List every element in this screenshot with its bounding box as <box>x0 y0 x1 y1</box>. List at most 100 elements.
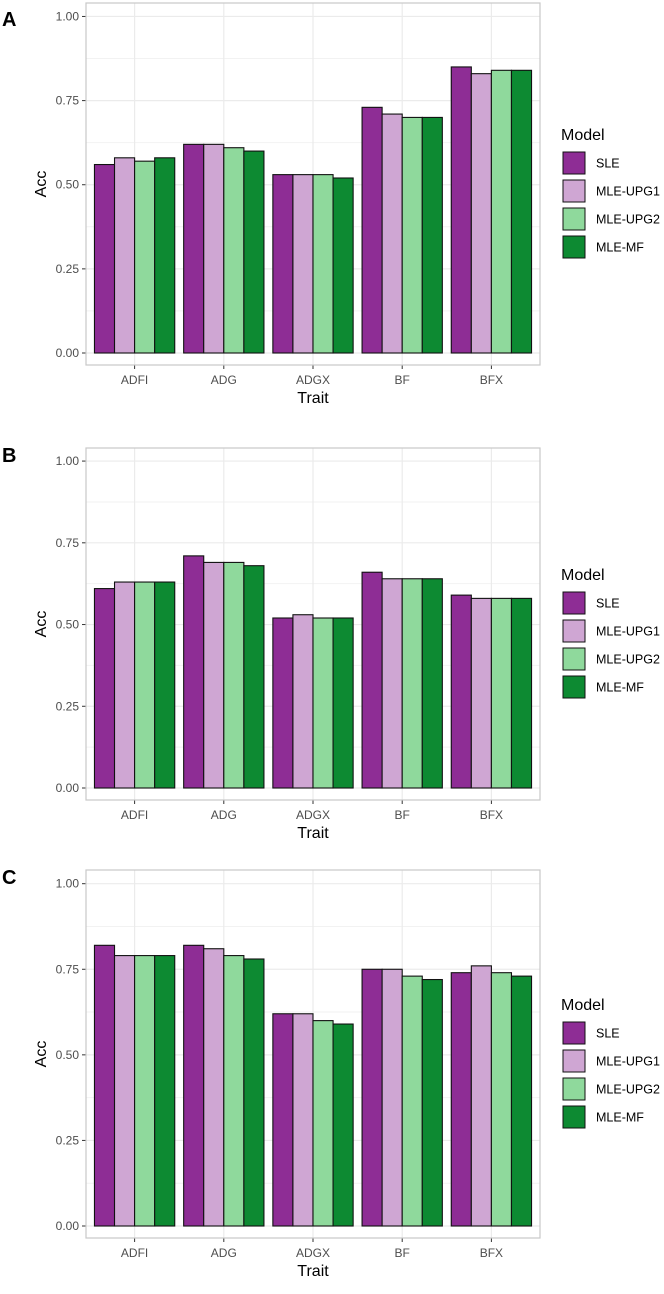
bar-sle-adfi <box>93 163 116 354</box>
bar-mle-upg2-bf <box>401 975 423 1227</box>
legend-label: SLE <box>596 1027 620 1041</box>
bar-mle-upg2-bf <box>401 116 423 354</box>
y-tick-label: 0.00 <box>56 1219 80 1233</box>
y-tick-label: 0.00 <box>56 781 80 795</box>
bar-mle-mf-adg <box>243 150 265 354</box>
legend-label: MLE-UPG1 <box>596 625 660 639</box>
bar-mle-upg1-adgx <box>292 174 314 354</box>
bar-mle-upg1-adfi <box>113 581 136 789</box>
bar-mle-mf-adgx <box>332 177 354 354</box>
y-tick-label: 0.25 <box>56 1133 80 1147</box>
bar-mle-upg1-bf <box>381 968 403 1227</box>
bar-mle-upg1-adgx <box>292 1013 314 1227</box>
y-tick-label: 0.00 <box>56 346 80 360</box>
legend-title: Model <box>561 567 605 584</box>
y-tick-label: 0.50 <box>56 178 80 192</box>
legend-key-mle-upg2 <box>562 207 586 231</box>
bar-mle-mf-bfx <box>510 975 533 1227</box>
legend-label: MLE-UPG1 <box>596 1055 660 1069</box>
x-tick-label: BFX <box>480 808 503 822</box>
bar-mle-upg2-adgx <box>312 617 334 789</box>
y-tick-label: 0.25 <box>56 699 80 713</box>
legend-key-sle <box>562 1021 586 1045</box>
legend-label: MLE-UPG2 <box>596 653 660 667</box>
bar-mle-mf-adg <box>243 565 265 789</box>
panel-border <box>85 447 541 801</box>
bar-mle-upg1-bfx <box>470 597 492 789</box>
legend-key-sle <box>562 151 586 175</box>
bar-mle-upg2-adgx <box>312 1020 334 1227</box>
chart-panel-c: C 0.00 0.25 0.50 0.75 1.00 ADFI ADG ADGX BF BFX Tra… <box>2 867 660 1280</box>
legend-label: SLE <box>596 157 620 171</box>
y-tick-label: 0.50 <box>56 618 80 632</box>
bar-mle-mf-bf <box>421 578 443 789</box>
legend: Model SLE MLE-UPG1 MLE-UPG2 MLE-MF <box>561 997 660 1129</box>
bar-mle-mf-adgx <box>332 1023 354 1227</box>
x-tick-label: ADG <box>211 808 237 822</box>
bar-mle-upg1-adfi <box>113 157 136 354</box>
x-tick-label: ADFI <box>121 808 148 822</box>
legend-label: MLE-UPG1 <box>596 185 660 199</box>
bar-mle-upg2-bf <box>401 578 423 789</box>
legend-label: MLE-MF <box>596 1111 644 1125</box>
bar-mle-upg2-bfx <box>490 69 513 354</box>
bar-mle-upg2-adg <box>223 561 245 789</box>
bar-mle-mf-adfi <box>154 581 176 789</box>
x-tick-label: BF <box>395 808 410 822</box>
bar-mle-upg1-adg <box>203 143 225 354</box>
bar-sle-bf <box>361 571 383 789</box>
x-tick-label: BF <box>395 1246 410 1260</box>
legend-key-mle-upg1 <box>562 1049 586 1073</box>
legend-title: Model <box>561 127 605 144</box>
y-tick-label: 0.75 <box>56 94 80 108</box>
bar-mle-upg2-adg <box>223 147 245 354</box>
y-axis-title: Acc <box>33 1041 50 1068</box>
panel-label: C <box>2 867 16 889</box>
bar-mle-mf-adgx <box>332 617 354 789</box>
legend-label: MLE-MF <box>596 681 644 695</box>
panel-border <box>85 869 541 1239</box>
x-tick-label: ADGX <box>296 373 330 387</box>
y-tick-label: 0.25 <box>56 262 80 276</box>
bar-mle-upg2-adfi <box>134 160 156 354</box>
legend-key-mle-mf <box>562 1105 586 1129</box>
bar-mle-mf-bfx <box>510 69 533 354</box>
x-axis-title: Trait <box>297 1263 329 1280</box>
y-tick-label: 0.75 <box>56 962 80 976</box>
bar-mle-upg2-adfi <box>134 955 156 1227</box>
y-axis-title: Acc <box>33 171 50 198</box>
panel-border <box>85 2 541 366</box>
legend-label: SLE <box>596 597 620 611</box>
bar-mle-upg1-bf <box>381 113 403 354</box>
x-tick-label: ADGX <box>296 1246 330 1260</box>
y-tick-label: 1.00 <box>56 9 80 23</box>
x-tick-label: BFX <box>480 373 503 387</box>
bar-mle-mf-adg <box>243 958 265 1227</box>
legend-label: MLE-MF <box>596 241 644 255</box>
bar-mle-upg2-adg <box>223 955 245 1227</box>
legend-key-mle-mf <box>562 235 586 259</box>
bar-mle-upg1-adg <box>203 561 225 789</box>
legend: Model SLE MLE-UPG1 MLE-UPG2 MLE-MF <box>561 567 660 699</box>
legend-key-mle-upg1 <box>562 619 586 643</box>
bar-sle-bfx <box>450 972 472 1227</box>
bar-mle-upg2-adgx <box>312 174 334 354</box>
bar-sle-adfi <box>93 588 116 789</box>
legend-key-mle-upg1 <box>562 179 586 203</box>
legend-label: MLE-UPG2 <box>596 213 660 227</box>
bar-mle-upg2-bfx <box>490 597 513 789</box>
legend-key-mle-upg2 <box>562 1077 586 1101</box>
bar-mle-upg1-bf <box>381 578 403 789</box>
legend-label: MLE-UPG2 <box>596 1083 660 1097</box>
legend: Model SLE MLE-UPG1 MLE-UPG2 MLE-MF <box>561 127 660 259</box>
legend-title: Model <box>561 997 605 1014</box>
bar-mle-upg2-adfi <box>134 581 156 789</box>
bar-mle-upg2-bfx <box>490 972 513 1227</box>
chart-panel-b: B 0.00 0.25 0.50 0.75 1.00 ADFI ADG ADGX BF BFX Tra… <box>2 445 660 842</box>
x-axis-title: Trait <box>297 390 329 407</box>
x-tick-label: ADFI <box>121 373 148 387</box>
bar-mle-upg1-adg <box>203 948 225 1227</box>
y-tick-label: 0.50 <box>56 1048 80 1062</box>
bar-sle-bf <box>361 968 383 1227</box>
